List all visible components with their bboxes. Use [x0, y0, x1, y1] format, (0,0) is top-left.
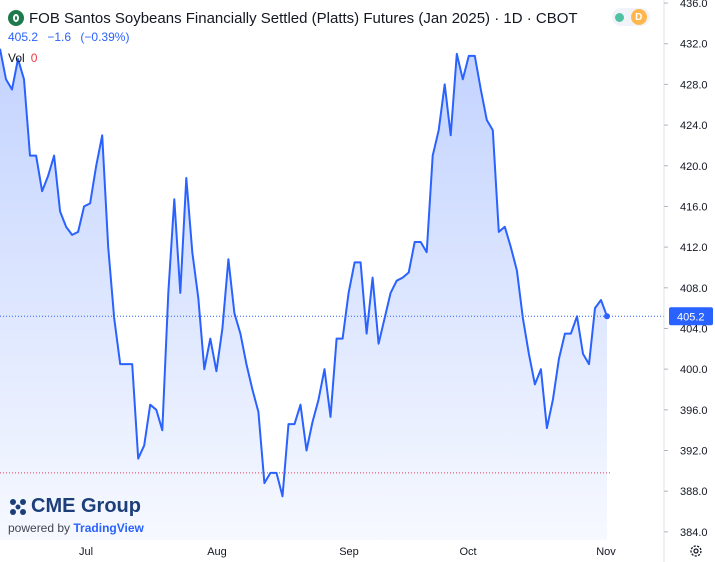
logo-text: CME Group [31, 495, 141, 517]
series-area [0, 48, 607, 541]
branding: CME Group powered by TradingView [8, 495, 144, 535]
x-tick-label: Oct [459, 546, 476, 558]
price-change-pct: (−0.39%) [80, 30, 130, 44]
y-tick-label: 436.0 [680, 0, 708, 10]
x-tick-label: Sep [339, 546, 359, 558]
chart-header: FOB Santos Soybeans Financially Settled … [8, 7, 578, 29]
volume-legend: Vol 0 [8, 51, 37, 65]
last-price-badge-label: 405.2 [677, 311, 705, 323]
market-status-dot-icon [615, 12, 625, 22]
y-tick-label: 428.0 [680, 79, 708, 91]
y-tick-label: 392.0 [680, 446, 708, 458]
powered-by-text: powered by [8, 521, 71, 535]
y-tick-label: 420.0 [680, 161, 708, 173]
y-tick-label: 424.0 [680, 120, 708, 132]
volume-label: Vol [8, 51, 25, 65]
y-tick-label: 408.0 [680, 283, 708, 295]
y-tick-label: 388.0 [680, 486, 708, 498]
y-tick-label: 432.0 [680, 39, 708, 51]
chart-title[interactable]: FOB Santos Soybeans Financially Settled … [29, 9, 578, 27]
x-tick-label: Aug [207, 546, 227, 558]
x-tick-label: Jul [79, 546, 93, 558]
y-tick-label: 412.0 [680, 242, 708, 254]
y-tick-label: 396.0 [680, 405, 708, 417]
price-summary: 405.2 −1.6 (−0.39%) [8, 30, 135, 44]
volume-value: 0 [30, 51, 38, 65]
y-tick-label: 400.0 [680, 364, 708, 376]
cme-logo-icon [10, 498, 26, 515]
last-price: 405.2 [8, 30, 39, 44]
symbol-icon[interactable] [8, 10, 24, 26]
last-point-marker [604, 313, 610, 320]
last-price-badge [669, 307, 713, 326]
x-tick-label: Nov [596, 546, 616, 558]
powered-by: powered by TradingView [8, 521, 144, 535]
powered-by-brand[interactable]: TradingView [73, 521, 144, 535]
series-line[interactable] [0, 48, 608, 498]
price-change: −1.6 [47, 30, 72, 44]
market-badge: D [630, 9, 647, 25]
market-status-badges[interactable]: D [612, 8, 650, 26]
y-tick-label: 416.0 [680, 201, 708, 213]
settings-gear-icon[interactable] [689, 544, 703, 558]
y-tick-label: 404.0 [680, 323, 708, 335]
cme-logo[interactable]: CME Group [8, 495, 144, 518]
y-tick-label: 384.0 [680, 527, 708, 539]
